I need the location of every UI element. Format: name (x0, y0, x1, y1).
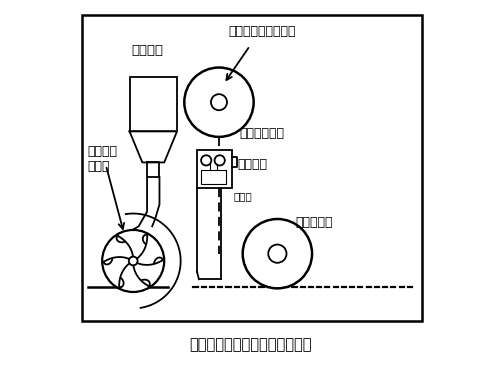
Bar (197, 150, 232, 188)
Text: シードテープホルダ: シードテープホルダ (228, 25, 296, 38)
Bar (130, 77, 177, 131)
Text: シードテープ: シードテープ (239, 127, 284, 140)
Circle shape (268, 245, 286, 263)
Circle shape (242, 219, 312, 288)
Bar (82, 15, 421, 321)
Circle shape (214, 155, 225, 165)
Circle shape (184, 68, 254, 137)
Text: 播種装置: 播種装置 (237, 158, 267, 172)
Text: 誘導管: 誘導管 (234, 191, 252, 201)
Text: ロータリ: ロータリ (88, 145, 118, 158)
Polygon shape (147, 162, 160, 177)
Text: ハロー: ハロー (88, 160, 110, 173)
Bar (200, 170, 226, 184)
Circle shape (201, 155, 211, 165)
Text: 図３　乾田直播時の繰出し装置: 図３ 乾田直播時の繰出し装置 (189, 337, 311, 353)
Circle shape (211, 94, 227, 110)
Text: 施肥装置: 施肥装置 (132, 43, 164, 57)
Polygon shape (130, 131, 177, 162)
Circle shape (129, 257, 138, 265)
Text: 鎮圧ローラ: 鎮圧ローラ (296, 216, 333, 229)
Circle shape (102, 230, 164, 292)
